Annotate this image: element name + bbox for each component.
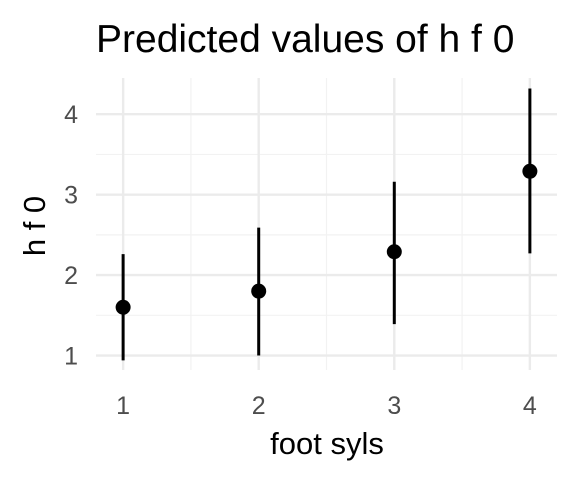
- x-tick-label: 2: [252, 392, 266, 420]
- data-point: [251, 284, 266, 299]
- data-point: [387, 244, 402, 259]
- tick-labels: 1 2 3 4 1 2 3 4: [64, 101, 537, 420]
- y-tick-label: 3: [64, 182, 78, 210]
- x-tick-label: 4: [523, 392, 537, 420]
- x-tick-label: 1: [116, 392, 130, 420]
- chart-title: Predicted values of h f 0: [96, 18, 514, 61]
- data-point: [116, 300, 131, 315]
- y-tick-label: 2: [64, 262, 78, 290]
- y-axis-label: h f 0: [17, 196, 52, 256]
- data-point: [522, 164, 537, 179]
- x-axis-label: foot syls: [270, 426, 384, 461]
- x-tick-label: 3: [387, 392, 401, 420]
- y-tick-label: 1: [64, 343, 78, 371]
- grid: [96, 78, 557, 370]
- y-tick-label: 4: [64, 101, 78, 129]
